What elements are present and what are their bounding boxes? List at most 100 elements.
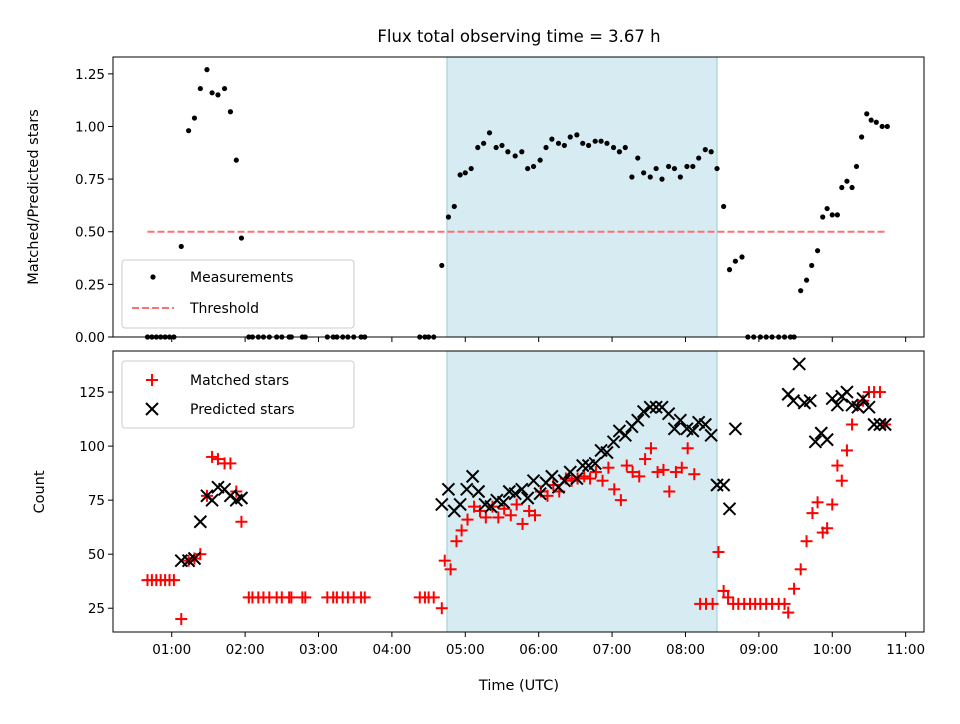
measurement-point xyxy=(690,163,696,170)
x-tick-label: 11:00 xyxy=(886,642,925,658)
x-stroke-b xyxy=(686,424,700,438)
matched-star-point xyxy=(681,442,694,455)
x-stroke-b xyxy=(691,415,706,430)
measurement-point xyxy=(714,165,720,172)
measurement-point xyxy=(839,184,845,191)
matched-star-point xyxy=(788,582,801,595)
matched-star-point xyxy=(584,472,597,485)
measurement-point xyxy=(829,212,835,218)
bot-y-tick-label: 75 xyxy=(88,493,105,509)
top-shaded-span xyxy=(446,57,718,337)
x-stroke-b xyxy=(698,417,712,432)
x-stroke-b xyxy=(508,486,522,501)
matched-star-point xyxy=(427,591,440,604)
predicted-star-point xyxy=(840,385,854,399)
measurement-point xyxy=(221,85,228,92)
matched-legend-marker xyxy=(146,374,158,386)
x-tick-label: 01:00 xyxy=(152,642,191,658)
measurement-point xyxy=(873,119,879,125)
measurement-point xyxy=(616,149,623,155)
predicted-star-point xyxy=(205,493,219,507)
matched-star-point xyxy=(633,470,646,483)
measurement-point xyxy=(665,163,672,170)
predicted-star-point xyxy=(873,417,887,432)
bottom-shaded-span xyxy=(446,351,718,632)
top-series xyxy=(144,57,890,340)
x-stroke-b xyxy=(600,445,614,460)
x-stroke-b xyxy=(465,469,480,484)
x-stroke-b xyxy=(588,456,602,471)
measurement-point xyxy=(671,165,678,172)
predicted-star-point xyxy=(716,478,731,492)
measurement-point xyxy=(574,132,580,138)
x-stroke-b xyxy=(520,491,535,505)
measurement-point xyxy=(732,258,738,264)
matched-star-point xyxy=(504,509,517,522)
measurement-point xyxy=(820,214,826,220)
predicted-star-point xyxy=(698,417,712,432)
measurement-point xyxy=(191,115,198,121)
measurement-point xyxy=(537,157,543,163)
x-stroke-b xyxy=(845,398,859,412)
measurements-legend-label: Measurements xyxy=(190,270,293,286)
x-stroke-b xyxy=(478,497,492,512)
predicted-star-point xyxy=(878,417,892,432)
predicted-star-point xyxy=(803,394,817,408)
predicted-star-point xyxy=(786,394,801,408)
x-stroke-b xyxy=(856,391,870,406)
measurement-point xyxy=(809,262,815,269)
measurement-point xyxy=(859,134,865,140)
predicted-star-point xyxy=(545,469,559,484)
predicted-star-point xyxy=(465,469,480,484)
bottom-x-ticks: 01:00 02:00 03:00 04:00 05:00 06:00 07:00 08:00… xyxy=(152,632,925,658)
measurement-point xyxy=(567,134,573,140)
measurement-point xyxy=(468,165,474,172)
predicted-star-point xyxy=(557,473,572,488)
measurement-point xyxy=(834,212,840,218)
top-y-tick-label: 1.00 xyxy=(75,119,105,135)
x-stroke-b xyxy=(862,400,876,414)
measurement-point xyxy=(215,92,221,98)
predicted-star-point xyxy=(830,398,845,412)
x-stroke-b xyxy=(814,426,828,440)
measurement-point xyxy=(209,90,215,96)
measurement-point xyxy=(580,140,586,146)
predicted-star-point xyxy=(856,391,870,406)
measurement-point xyxy=(204,67,210,73)
matched-star-point xyxy=(285,591,298,604)
matched-star-point xyxy=(826,498,839,511)
measurement-point xyxy=(798,288,804,294)
matched-star-point xyxy=(492,511,505,524)
bot-y-tick-label: 100 xyxy=(79,439,105,455)
x-stroke-b xyxy=(728,422,743,436)
top-y-tick-label: 0.00 xyxy=(75,330,105,346)
matched-star-point xyxy=(444,563,457,576)
predicted-star-point xyxy=(453,497,467,512)
measurement-point xyxy=(519,149,525,155)
x-stroke-b xyxy=(594,443,608,458)
x-stroke-b xyxy=(217,482,232,497)
x-stroke-b xyxy=(193,515,208,529)
top-panel: 0.00 0.25 0.50 0.75 1.00 1.25 Matched/Predict… xyxy=(26,56,925,346)
x-stroke-b xyxy=(606,435,621,449)
x-stroke-b xyxy=(435,497,449,512)
matched-star-point xyxy=(663,485,676,498)
predicted-star-point xyxy=(193,515,208,529)
measurement-point xyxy=(505,149,511,155)
matched-star-point xyxy=(811,496,824,509)
matched-star-point xyxy=(873,386,886,399)
matched-star-point xyxy=(806,507,819,520)
matched-star-point xyxy=(639,453,652,466)
x-stroke-b xyxy=(704,428,718,443)
matched-star-point xyxy=(516,517,529,530)
x-stroke-b xyxy=(618,428,632,443)
bottom-panel: 25 50 75 100 125 01:00 02:00 03:00 04:00 05:00 06… xyxy=(32,350,925,694)
predicted-star-point xyxy=(612,424,627,438)
measurement-point xyxy=(197,85,203,92)
matched-star-point xyxy=(299,591,312,604)
predicted-star-point xyxy=(649,400,663,414)
measurement-point xyxy=(659,176,665,182)
predicted-star-point xyxy=(460,482,474,497)
measurement-point xyxy=(178,243,184,250)
predicted-star-point xyxy=(851,400,865,414)
